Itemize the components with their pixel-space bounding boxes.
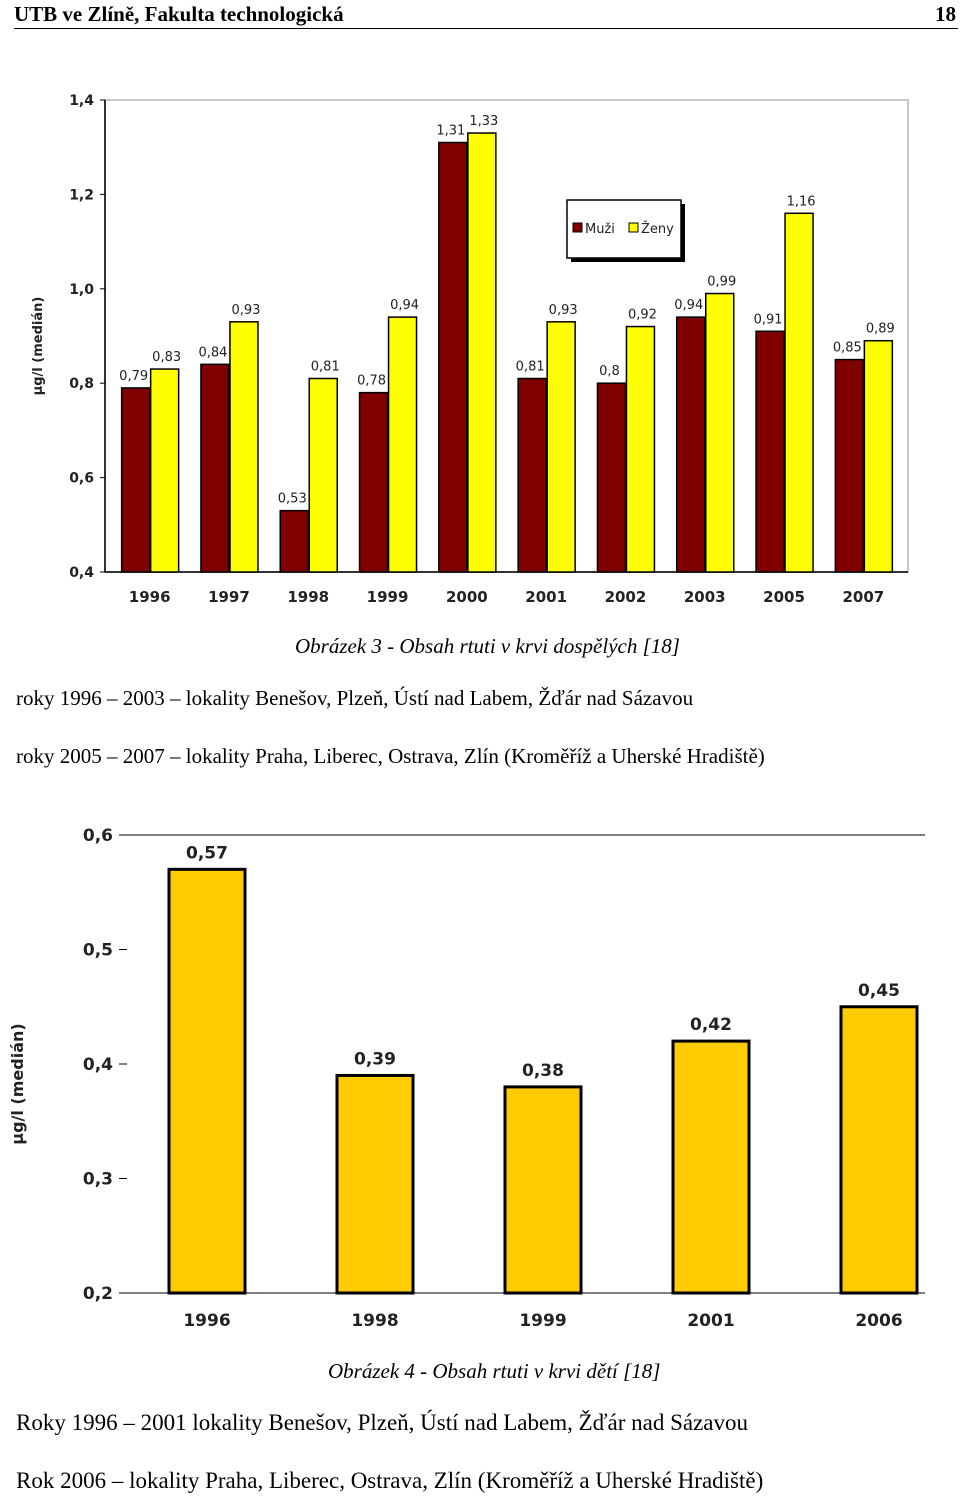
bar-zeny <box>387 316 418 573</box>
paragraph-locations-1996-2003: roky 1996 – 2003 – lokality Benešov, Plz… <box>16 686 694 710</box>
adult-mercury-chart-svg: 0,4 0,6 0,8 1,0 1,2 1,4 µg/l (medián) 1996 0,79 0… <box>31 93 909 606</box>
children-mercury-chart: 0,2 0,3 0,4 0,5 0,6 µg/l (medián) 0,57 1996 0,39… <box>5 815 943 1343</box>
legend-swatch <box>572 222 583 233</box>
paragraph-locations-2005-2007: roky 2005 – 2007 – lokality Praha, Liber… <box>16 744 765 768</box>
x-tick-label: 2006 <box>855 1311 902 1331</box>
data-label: 0,81 <box>311 359 340 374</box>
data-label: 0,94 <box>390 298 419 313</box>
bar-muzi <box>200 363 230 573</box>
data-label: 0,38 <box>522 1061 564 1081</box>
children-mercury-chart-svg: 0,2 0,3 0,4 0,5 0,6 µg/l (medián) 0,57 1996 0,39… <box>8 826 925 1331</box>
adult-mercury-chart: 0,4 0,6 0,8 1,0 1,2 1,4 µg/l (medián) 1996 0,79 0… <box>15 80 933 620</box>
bar-muzi <box>755 330 785 573</box>
data-label: 0,89 <box>866 322 895 337</box>
data-label: 0,81 <box>516 359 545 374</box>
x-tick-label: 1996 <box>183 1311 230 1331</box>
x-tick-label: 2002 <box>605 588 647 606</box>
y-tick-label: 0,6 <box>69 471 94 487</box>
x-tick-label: 1999 <box>367 588 409 606</box>
x-tick-label: 2001 <box>687 1311 734 1331</box>
bar-zeny <box>149 368 180 573</box>
bar-muzi <box>120 387 151 573</box>
data-label: 0,78 <box>357 374 386 389</box>
legend-box <box>566 199 682 259</box>
data-label: 0,8 <box>599 364 620 379</box>
paragraph-children-locations-1996-2001: Roky 1996 – 2001 lokality Benešov, Plzeň… <box>16 1410 748 1435</box>
figure-3-caption: Obrázek 3 - Obsah rtuti v krvi dospělých… <box>295 634 680 658</box>
data-label: 0,93 <box>549 303 578 318</box>
bar-muzi <box>438 141 468 573</box>
bar-muzi <box>596 382 627 573</box>
x-tick-label: 2005 <box>763 588 805 606</box>
bar-zeny <box>625 325 656 573</box>
legend-label: Ženy <box>641 221 674 237</box>
y-tick-label: 0,4 <box>69 565 94 581</box>
bar-muzi <box>517 377 547 573</box>
data-label: 1,33 <box>469 114 498 129</box>
bar-zeny <box>863 339 894 573</box>
bar-zeny <box>546 321 576 573</box>
bar-muzi <box>358 391 389 573</box>
data-label: 0,39 <box>354 1049 396 1069</box>
data-label: 0,84 <box>198 345 227 360</box>
y-tick-label: 0,4 <box>83 1055 113 1075</box>
y-tick-label: 0,6 <box>83 826 113 846</box>
data-label: 1,31 <box>436 123 465 138</box>
header-title: UTB ve Zlíně, Fakulta technologická <box>14 2 344 26</box>
bar <box>671 1039 751 1295</box>
bar <box>335 1073 415 1295</box>
data-label: 0,99 <box>707 275 736 290</box>
page-header: UTB ve Zlíně, Fakulta technologická 18 <box>14 0 958 29</box>
data-label: 1,16 <box>787 194 816 209</box>
data-label: 0,57 <box>186 843 228 863</box>
data-label: 0,85 <box>833 341 862 356</box>
data-label: 0,83 <box>152 350 181 365</box>
x-tick-label: 2001 <box>525 588 567 606</box>
x-tick-label: 1999 <box>519 1311 566 1331</box>
y-tick-label: 1,0 <box>69 282 94 298</box>
bar-zeny <box>229 321 259 573</box>
data-label: 0,91 <box>754 312 783 327</box>
page-number: 18 <box>935 2 956 26</box>
data-label: 0,53 <box>278 492 307 507</box>
x-tick-label: 2003 <box>684 588 726 606</box>
y-tick-label: 1,2 <box>69 187 94 203</box>
bar <box>503 1085 583 1295</box>
x-tick-label: 2000 <box>446 588 488 606</box>
figure-4-caption: Obrázek 4 - Obsah rtuti v krvi dětí [18] <box>328 1359 661 1383</box>
y-axis-title: µg/l (medián) <box>31 297 46 396</box>
bar-muzi <box>676 316 706 573</box>
y-tick-label: 1,4 <box>69 93 94 109</box>
data-label: 0,42 <box>690 1015 732 1035</box>
y-tick-label: 0,8 <box>69 376 94 392</box>
x-tick-label: 1997 <box>208 588 250 606</box>
bar-zeny <box>784 212 814 573</box>
x-tick-label: 1996 <box>129 588 171 606</box>
y-tick-label: 0,2 <box>83 1284 113 1304</box>
data-label: 0,45 <box>858 981 900 1001</box>
data-label: 0,94 <box>674 298 703 313</box>
x-tick-label: 1998 <box>351 1311 398 1331</box>
y-tick-label: 0,5 <box>83 941 113 961</box>
bar <box>839 1005 919 1295</box>
data-label: 0,92 <box>628 308 657 323</box>
legend-label: Muži <box>585 222 615 237</box>
bar-muzi <box>279 509 309 573</box>
data-label: 0,79 <box>119 369 148 384</box>
x-tick-label: 1998 <box>287 588 329 606</box>
y-tick-label: 0,3 <box>83 1170 113 1190</box>
legend-swatch <box>628 222 639 233</box>
data-label: 0,93 <box>231 303 260 318</box>
bar-zeny <box>308 377 338 573</box>
bar-zeny <box>467 132 497 573</box>
bar-zeny <box>705 292 735 573</box>
bar <box>167 867 247 1295</box>
x-tick-label: 2007 <box>842 588 884 606</box>
bar-muzi <box>834 358 865 573</box>
paragraph-children-locations-2006: Rok 2006 – lokality Praha, Liberec, Ostr… <box>16 1468 764 1493</box>
y-axis-title: µg/l (medián) <box>8 1023 27 1144</box>
